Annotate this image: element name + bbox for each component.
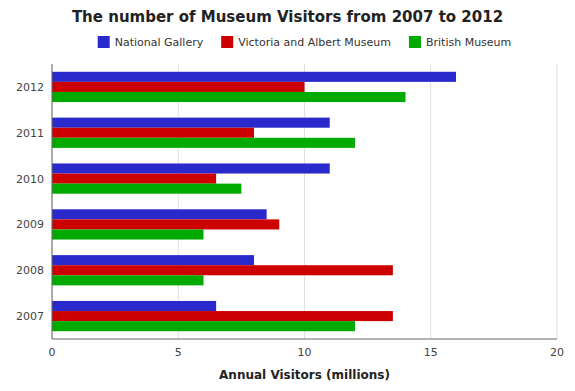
bar bbox=[52, 219, 279, 229]
x-tick-label: 20 bbox=[550, 346, 564, 359]
bar bbox=[52, 174, 216, 184]
bar bbox=[52, 229, 204, 239]
y-tick-label: 2007 bbox=[16, 310, 44, 323]
x-tick-label: 0 bbox=[49, 346, 56, 359]
bar bbox=[52, 311, 393, 321]
y-tick-label: 2009 bbox=[16, 218, 44, 231]
x-tick-label: 10 bbox=[298, 346, 312, 359]
x-axis bbox=[52, 339, 557, 340]
y-tick-label: 2010 bbox=[16, 173, 44, 186]
y-tick-label: 2011 bbox=[16, 127, 44, 140]
y-tick-label: 2012 bbox=[16, 81, 44, 94]
legend-swatch bbox=[409, 36, 421, 48]
grid-line bbox=[52, 64, 53, 339]
legend-label: Victoria and Albert Museum bbox=[238, 36, 391, 49]
bar bbox=[52, 184, 241, 194]
bar bbox=[52, 275, 204, 285]
bar bbox=[52, 82, 305, 92]
grid-line bbox=[178, 64, 179, 339]
chart: The number of Museum Visitors from 2007 … bbox=[0, 0, 575, 391]
bar bbox=[52, 163, 330, 173]
title: The number of Museum Visitors from 2007 … bbox=[72, 8, 503, 26]
legend-swatch bbox=[221, 36, 233, 48]
legend: National Gallery Victoria and Albert Muse… bbox=[98, 36, 512, 49]
bar bbox=[52, 92, 406, 102]
x-axis-label: Annual Visitors (millions) bbox=[219, 368, 390, 382]
grid-line bbox=[430, 64, 431, 339]
legend-label: British Museum bbox=[426, 36, 511, 49]
legend-swatch bbox=[98, 36, 110, 48]
legend-item: National Gallery bbox=[98, 36, 204, 49]
bar bbox=[52, 265, 393, 275]
bar bbox=[52, 118, 330, 128]
y-tick-label: 2008 bbox=[16, 264, 44, 277]
bar bbox=[52, 72, 456, 82]
legend-label: National Gallery bbox=[115, 36, 204, 49]
bars bbox=[52, 72, 456, 331]
bar bbox=[52, 301, 216, 311]
legend-item: Victoria and Albert Museum bbox=[221, 36, 391, 49]
bar bbox=[52, 209, 267, 219]
bar bbox=[52, 321, 355, 331]
x-tick-label: 15 bbox=[424, 346, 438, 359]
bar bbox=[52, 255, 254, 265]
grid-line bbox=[557, 64, 558, 339]
bar bbox=[52, 138, 355, 148]
y-axis bbox=[52, 64, 53, 339]
legend-item: British Museum bbox=[409, 36, 511, 49]
bar bbox=[52, 128, 254, 138]
x-tick-label: 5 bbox=[175, 346, 182, 359]
grid-line bbox=[304, 64, 305, 339]
grid bbox=[52, 64, 557, 339]
